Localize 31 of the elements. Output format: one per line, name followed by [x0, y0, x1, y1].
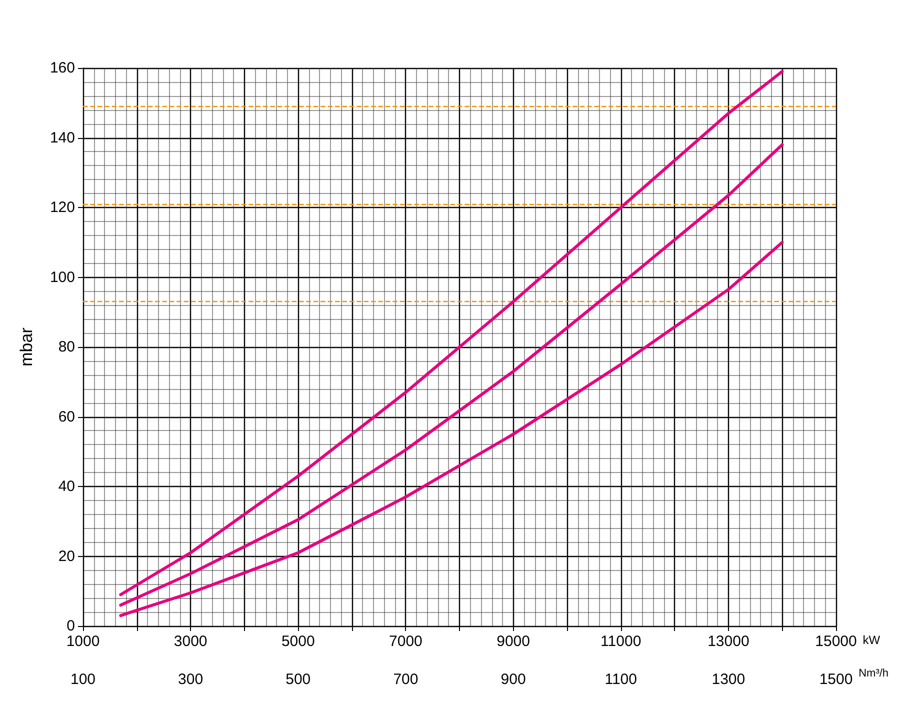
x2-tick-label: 100: [70, 671, 96, 688]
x-tick-label: 3000: [174, 633, 208, 650]
y-tick-label: 80: [58, 338, 75, 356]
x2-tick-label: 1100: [604, 671, 637, 688]
y-tick-label: 140: [50, 129, 75, 146]
x-axis-title: kW: [862, 633, 881, 647]
line-series: [119, 240, 784, 618]
x-tick-label: 9000: [496, 633, 530, 650]
y-tick-label: 40: [58, 478, 75, 495]
y-axis-title: mbar: [17, 327, 36, 366]
line-series: [119, 70, 784, 596]
y-tick-label: 160: [50, 60, 75, 76]
x2-tick-label: 300: [178, 671, 204, 688]
x-tick-label: 15000: [815, 633, 857, 650]
y-tick-label: 120: [50, 199, 75, 216]
x-tick-label: 5000: [281, 633, 315, 650]
x-tick-label: 1000: [66, 633, 100, 650]
x2-tick-label: 700: [393, 671, 418, 688]
y-tick-label: 100: [50, 268, 75, 286]
x2-tick-label: 1300: [712, 671, 746, 688]
y-tick-label: 0: [66, 618, 75, 634]
y-tick-label: 60: [58, 408, 75, 426]
x2-tick-label: 900: [500, 671, 526, 688]
x2-tick-label: 1500: [819, 671, 853, 688]
line-series: [119, 143, 784, 607]
x-tick-label: 7000: [389, 633, 422, 650]
y-tick-label: 20: [58, 548, 75, 565]
x2-axis-title: Nm³/h: [858, 668, 889, 680]
x-tick-label: 11000: [600, 633, 642, 650]
x-tick-label: 13000: [708, 633, 750, 650]
x2-tick-label: 500: [286, 671, 311, 688]
